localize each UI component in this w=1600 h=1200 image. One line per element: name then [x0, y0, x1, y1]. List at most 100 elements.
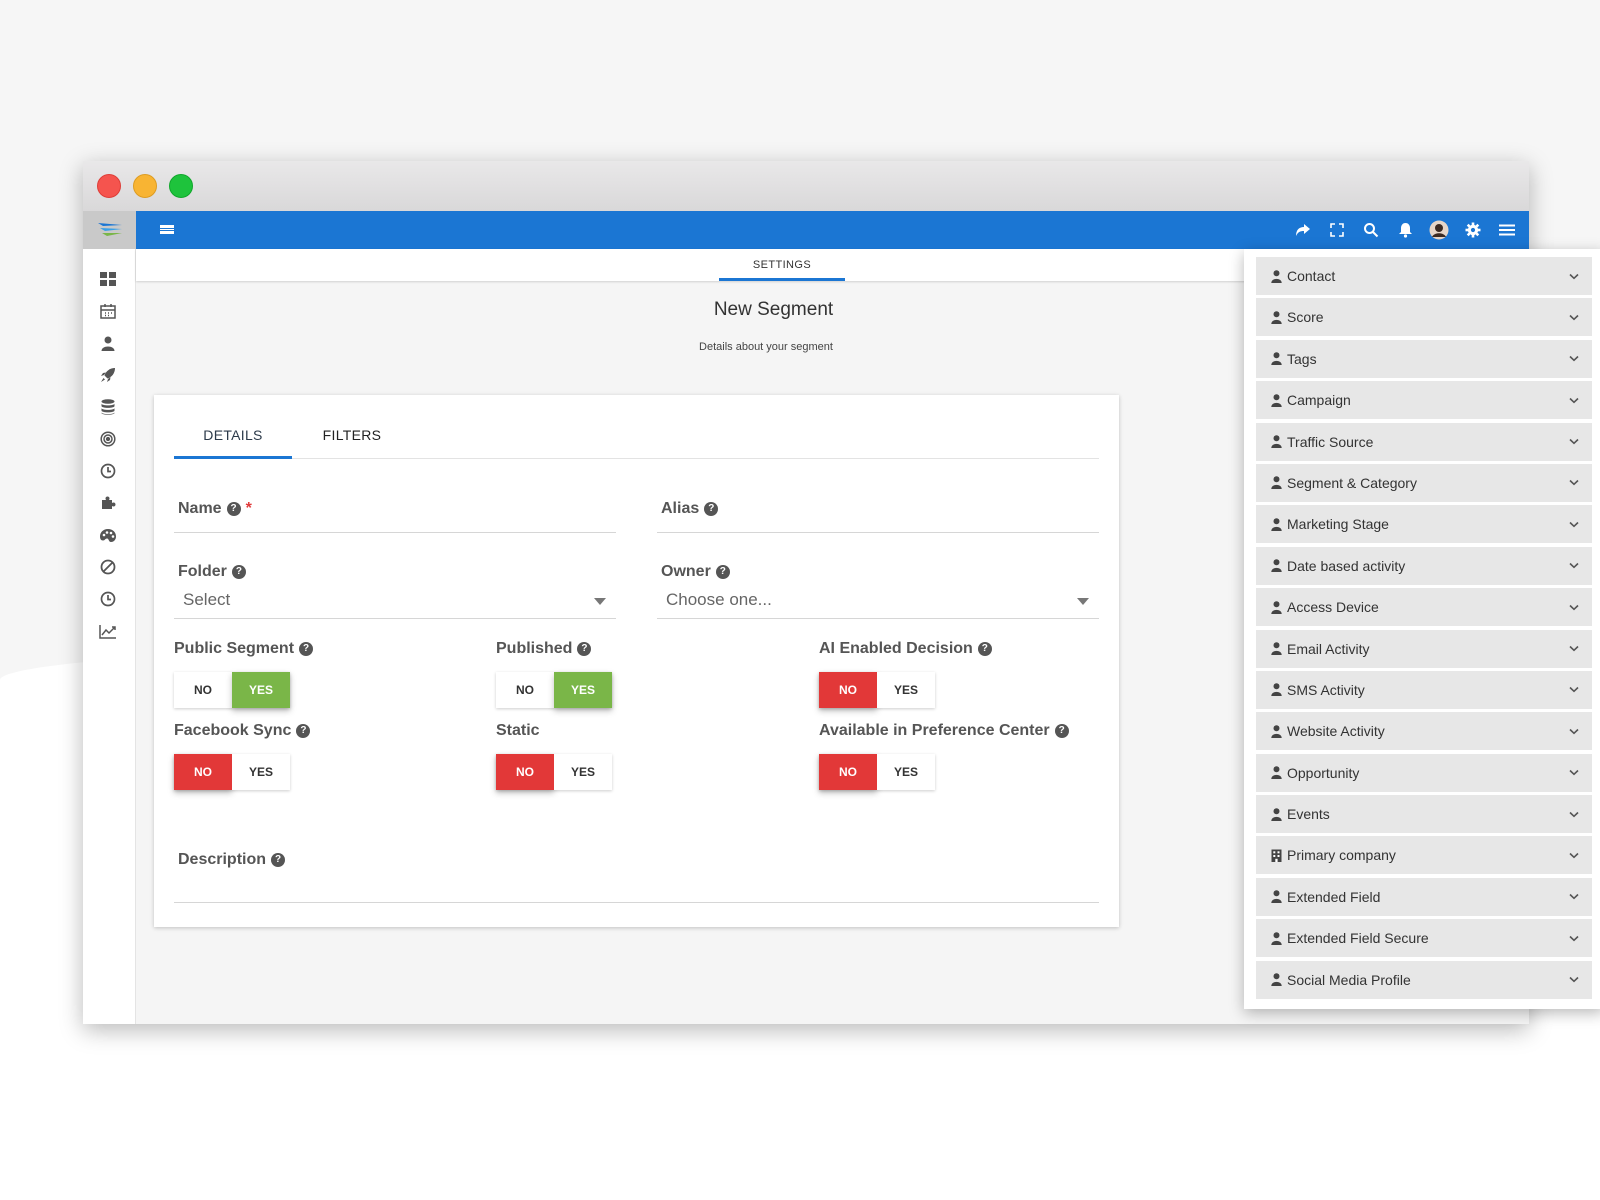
- description-input[interactable]: [174, 865, 1099, 903]
- filter-group-item[interactable]: Tags: [1256, 339, 1592, 378]
- chevron-down-icon[interactable]: [1568, 849, 1580, 861]
- help-icon[interactable]: ?: [577, 642, 592, 656]
- chevron-down-icon[interactable]: [1568, 394, 1580, 406]
- bell-icon[interactable]: [1395, 220, 1415, 240]
- tab-details[interactable]: DETAILS: [174, 423, 292, 459]
- name-input[interactable]: [174, 499, 616, 533]
- chevron-down-icon[interactable]: [1568, 767, 1580, 779]
- chevron-down-icon[interactable]: [1568, 311, 1580, 323]
- toggle-no-option[interactable]: NO: [496, 672, 554, 708]
- search-icon[interactable]: [1361, 220, 1381, 240]
- filter-group-item[interactable]: Opportunity: [1256, 753, 1592, 792]
- chevron-down-icon[interactable]: [1568, 436, 1580, 448]
- chevron-down-icon[interactable]: [1568, 477, 1580, 489]
- tab-filters[interactable]: FILTERS: [322, 427, 382, 443]
- help-icon[interactable]: ?: [715, 565, 730, 579]
- menu-toggle-icon[interactable]: [159, 223, 175, 237]
- user-icon: [1270, 766, 1283, 780]
- toggle-no-option[interactable]: NO: [174, 672, 232, 708]
- public-segment-toggle[interactable]: NO YES: [174, 672, 290, 708]
- toggle-yes-option[interactable]: YES: [877, 672, 935, 708]
- filter-group-item[interactable]: Date based activity: [1256, 546, 1592, 585]
- filter-group-item[interactable]: Marketing Stage: [1256, 505, 1592, 544]
- filter-group-item[interactable]: Score: [1256, 298, 1592, 337]
- close-window-button[interactable]: [97, 174, 121, 198]
- avatar[interactable]: [1429, 220, 1449, 240]
- toggle-yes-option[interactable]: YES: [232, 672, 290, 708]
- chevron-down-icon[interactable]: [1568, 560, 1580, 572]
- hamburger-icon[interactable]: [1497, 220, 1517, 240]
- filter-group-item[interactable]: Segment & Category: [1256, 463, 1592, 502]
- ai-decision-toggle[interactable]: NO YES: [819, 672, 935, 708]
- chevron-down-icon[interactable]: [1568, 932, 1580, 944]
- dashboard-icon[interactable]: [97, 268, 119, 290]
- gear-icon[interactable]: [1463, 220, 1483, 240]
- toggle-yes-option[interactable]: YES: [232, 754, 290, 790]
- maximize-window-button[interactable]: [169, 174, 193, 198]
- filter-group-item[interactable]: Access Device: [1256, 588, 1592, 627]
- help-icon[interactable]: ?: [271, 853, 286, 867]
- target-icon[interactable]: [97, 428, 119, 450]
- filter-group-item[interactable]: Primary company: [1256, 836, 1592, 875]
- puzzle-icon[interactable]: [97, 492, 119, 514]
- filter-group-label: Traffic Source: [1287, 433, 1374, 450]
- chevron-down-icon[interactable]: [1568, 518, 1580, 530]
- filter-group-item[interactable]: Extended Field Secure: [1256, 919, 1592, 958]
- ban-icon[interactable]: [97, 556, 119, 578]
- alias-input[interactable]: [657, 499, 1099, 533]
- filter-group-item[interactable]: Contact: [1256, 257, 1592, 295]
- filter-group-item[interactable]: Traffic Source: [1256, 422, 1592, 461]
- chevron-down-icon[interactable]: [1568, 891, 1580, 903]
- toggle-yes-option[interactable]: YES: [877, 754, 935, 790]
- toggle-no-option[interactable]: NO: [819, 672, 877, 708]
- help-icon[interactable]: ?: [977, 642, 992, 656]
- history-icon[interactable]: [97, 588, 119, 610]
- filter-group-item[interactable]: Social Media Profile: [1256, 960, 1592, 999]
- clock-icon[interactable]: [97, 460, 119, 482]
- chevron-down-icon: [1077, 598, 1089, 605]
- help-icon[interactable]: ?: [299, 642, 314, 656]
- toggle-no-option[interactable]: NO: [819, 754, 877, 790]
- help-icon[interactable]: ?: [226, 502, 241, 516]
- palette-icon[interactable]: [97, 524, 119, 546]
- facebook-sync-toggle[interactable]: NO YES: [174, 754, 290, 790]
- chevron-down-icon[interactable]: [1568, 643, 1580, 655]
- database-icon[interactable]: [97, 396, 119, 418]
- chevron-down-icon[interactable]: [1568, 270, 1580, 282]
- chevron-down-icon[interactable]: [1568, 353, 1580, 365]
- help-icon[interactable]: ?: [1054, 724, 1069, 738]
- chevron-down-icon[interactable]: [1568, 808, 1580, 820]
- toggle-no-option[interactable]: NO: [496, 754, 554, 790]
- toggle-yes-option[interactable]: YES: [554, 754, 612, 790]
- filter-group-item[interactable]: Website Activity: [1256, 712, 1592, 751]
- toggle-no-option[interactable]: NO: [174, 754, 232, 790]
- filter-group-item[interactable]: SMS Activity: [1256, 670, 1592, 709]
- static-toggle[interactable]: NO YES: [496, 754, 612, 790]
- chevron-down-icon[interactable]: [1568, 601, 1580, 613]
- rocket-icon[interactable]: [97, 364, 119, 386]
- fullscreen-icon[interactable]: [1327, 220, 1347, 240]
- chevron-down-icon[interactable]: [1568, 684, 1580, 696]
- help-icon[interactable]: ?: [704, 502, 719, 516]
- folder-select[interactable]: Select: [174, 585, 616, 619]
- tab-settings[interactable]: SETTINGS: [719, 249, 845, 281]
- user-icon: [1270, 269, 1283, 283]
- toggle-yes-option[interactable]: YES: [554, 672, 612, 708]
- help-icon[interactable]: ?: [231, 565, 246, 579]
- filter-group-item[interactable]: Campaign: [1256, 381, 1592, 420]
- app-logo[interactable]: [83, 211, 136, 249]
- filter-group-item[interactable]: Events: [1256, 795, 1592, 834]
- share-icon[interactable]: [1293, 220, 1313, 240]
- user-icon[interactable]: [97, 332, 119, 354]
- chart-icon[interactable]: [97, 620, 119, 642]
- minimize-window-button[interactable]: [133, 174, 157, 198]
- preference-center-toggle[interactable]: NO YES: [819, 754, 935, 790]
- published-toggle[interactable]: NO YES: [496, 672, 612, 708]
- chevron-down-icon[interactable]: [1568, 725, 1580, 737]
- chevron-down-icon[interactable]: [1568, 974, 1580, 986]
- filter-group-item[interactable]: Email Activity: [1256, 629, 1592, 668]
- calendar-icon[interactable]: [97, 300, 119, 322]
- help-icon[interactable]: ?: [296, 724, 311, 738]
- filter-group-item[interactable]: Extended Field: [1256, 877, 1592, 916]
- owner-select[interactable]: Choose one...: [657, 585, 1099, 619]
